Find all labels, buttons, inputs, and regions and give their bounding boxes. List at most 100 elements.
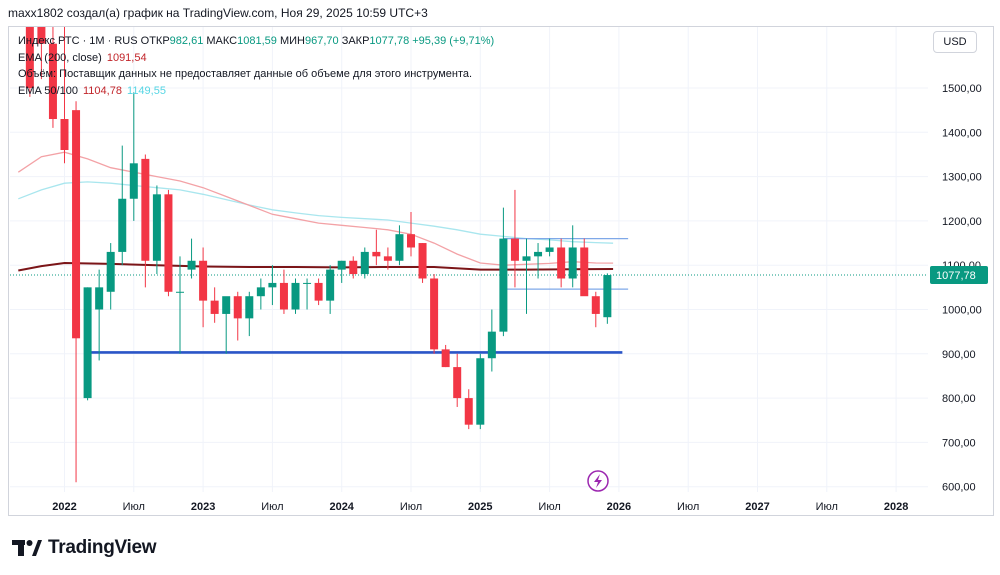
candle <box>580 238 589 297</box>
ema200-row[interactable]: EMA (200, close) 1091,54 <box>18 50 494 67</box>
candle-body <box>48 43 57 120</box>
candle <box>372 229 381 266</box>
levels-layer <box>10 238 928 354</box>
last-price-tag <box>930 266 988 285</box>
candle <box>176 256 184 354</box>
brand-name: TradingView <box>48 537 157 558</box>
candle <box>407 212 415 257</box>
close-value: 1077,78 <box>369 35 410 47</box>
x-tick-label: 2028 <box>884 501 908 513</box>
candle-body <box>568 247 577 279</box>
candle <box>545 238 554 257</box>
candle <box>603 273 612 324</box>
candle-body <box>418 243 427 279</box>
y-tick-label: 1400,00 <box>942 127 982 139</box>
candle-body <box>291 282 300 310</box>
candle <box>314 278 323 306</box>
candle <box>95 269 104 361</box>
candle-body <box>499 238 508 332</box>
candle <box>72 101 81 483</box>
candle <box>60 27 69 164</box>
candle-body <box>25 27 34 88</box>
low-value: 967,70 <box>304 35 339 47</box>
candle <box>418 243 427 283</box>
candle <box>430 274 439 354</box>
candle-body <box>233 296 242 319</box>
y-tick-label: 700,00 <box>942 437 976 449</box>
candle-body <box>314 282 323 301</box>
candle <box>256 278 265 310</box>
x-tick-label: 2025 <box>468 501 492 513</box>
low-label: МИН <box>279 35 305 47</box>
x-tick-label: Июл <box>261 501 283 513</box>
candle <box>441 344 450 368</box>
candle <box>349 256 358 279</box>
candle <box>464 389 473 430</box>
volume-note: Объём: Поставщик данных не предоставляет… <box>18 68 473 80</box>
candle-body <box>337 260 346 270</box>
symbol-ohlc-row[interactable]: Индекс РТС · 1M · RUS ОТКР982,61 МАКС108… <box>18 33 494 50</box>
candle <box>106 243 115 310</box>
ema50-100-row[interactable]: EMA 50/100 1104,78 1149,55 <box>18 83 494 100</box>
tradingview-logo-icon <box>12 540 42 556</box>
candle-body <box>210 300 219 314</box>
candle <box>199 247 208 328</box>
y-tick-label: 600,00 <box>942 482 976 494</box>
chart-frame <box>8 26 994 516</box>
candle-body <box>37 27 46 44</box>
candle-body <box>268 282 277 288</box>
candle <box>510 189 519 288</box>
candle-body <box>95 287 104 310</box>
candle-body <box>545 247 554 252</box>
candle <box>268 265 277 306</box>
candle-body <box>129 163 138 199</box>
candle-body <box>453 367 462 399</box>
candle <box>534 243 543 279</box>
candle-body <box>441 349 450 368</box>
ema50-100-label[interactable]: EMA 50/100 <box>18 84 78 97</box>
candle <box>476 353 485 430</box>
candle <box>487 309 496 372</box>
ema200-label[interactable]: EMA (200, close) <box>18 51 102 64</box>
candle-body <box>407 234 415 248</box>
candle <box>591 291 600 328</box>
x-tick-label: Июл <box>123 501 145 513</box>
grid-layer <box>10 27 928 492</box>
ema100-value: 1149,55 <box>127 84 166 97</box>
candle-body <box>464 398 473 425</box>
candle <box>337 260 346 283</box>
y-tick-label: 800,00 <box>942 393 976 405</box>
x-tick-label: 2022 <box>52 501 76 513</box>
change-value: +95,39 (+9,71%) <box>412 35 495 47</box>
candle-body <box>372 251 381 257</box>
symbol-label[interactable]: Индекс РТС · 1M · RUS <box>18 35 138 47</box>
y-tick-label: 900,00 <box>942 349 976 361</box>
candle-body <box>395 234 404 261</box>
candle <box>568 225 577 288</box>
open-label: ОТКР <box>140 35 170 47</box>
x-tick-label: Июл <box>677 501 699 513</box>
candle-body <box>106 251 115 292</box>
x-tick-label: Июл <box>400 501 422 513</box>
time-axis: 2022 Июл 2023 Июл 2024 Июл 2025 Июл 2026 Июл 2027 И… <box>52 501 908 513</box>
x-tick-label: 2024 <box>329 501 354 513</box>
x-tick-label: Июл <box>816 501 838 513</box>
candle-body <box>152 194 161 261</box>
candle <box>141 154 150 288</box>
candle-body <box>187 260 196 270</box>
y-tick-label: 1300,00 <box>942 172 982 184</box>
candle-body <box>603 275 612 318</box>
lightning-icon[interactable] <box>587 470 609 492</box>
ema100-line <box>18 181 614 244</box>
candle-body <box>199 260 208 301</box>
tradingview-logo[interactable]: TradingView <box>12 537 157 559</box>
candle-body <box>510 238 519 261</box>
candles-layer <box>25 27 612 483</box>
candle-body <box>534 251 543 257</box>
y-tick-label: 1000,00 <box>942 305 982 317</box>
candle-body <box>60 119 69 151</box>
currency-button[interactable]: USD <box>933 31 977 53</box>
candle <box>83 287 92 401</box>
candle <box>303 278 312 310</box>
